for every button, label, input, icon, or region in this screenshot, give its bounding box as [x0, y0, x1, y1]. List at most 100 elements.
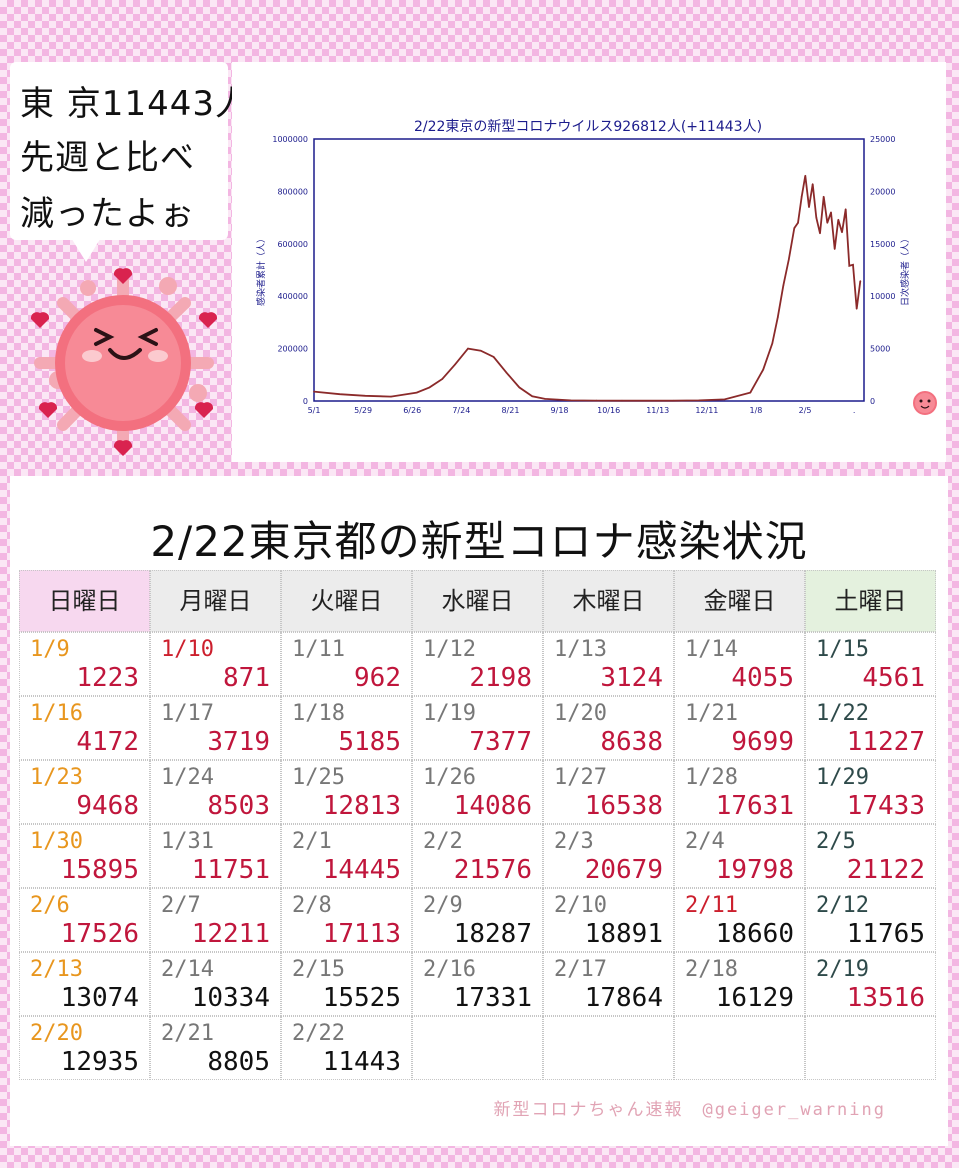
cell-count: 11765	[846, 919, 925, 949]
data-point	[804, 174, 807, 177]
cell-date: 2/22	[292, 1021, 345, 1046]
cell-count: 9468	[76, 791, 139, 821]
day-cell	[412, 1016, 543, 1080]
cell-count: 4055	[731, 663, 794, 693]
y-tick-left-label: 600000	[277, 240, 308, 249]
data-point	[698, 399, 700, 402]
data-point	[830, 211, 832, 214]
cell-date: 1/24	[161, 765, 214, 790]
day-cell: 2/12 11765	[805, 888, 936, 952]
data-point	[797, 222, 799, 224]
y-tick-left-label: 1000000	[272, 135, 308, 144]
data-point	[859, 280, 862, 282]
day-cell: 2/22 11443	[281, 1016, 412, 1080]
day-cell: 1/28 17631	[674, 760, 805, 824]
day-cell: 1/12 2198	[412, 632, 543, 696]
cell-date: 2/4	[685, 829, 725, 854]
data-point	[415, 391, 418, 394]
cell-date: 1/10	[161, 637, 214, 662]
cell-count: 7377	[469, 727, 532, 757]
y-tick-right-label: 0	[870, 397, 875, 406]
day-cell: 2/14 10334	[150, 952, 281, 1016]
cell-date: 2/3	[554, 829, 594, 854]
data-point	[826, 222, 829, 224]
data-point	[595, 399, 598, 402]
y-tick-left-label: 0	[303, 397, 308, 406]
data-point	[777, 316, 779, 318]
data-point	[808, 206, 810, 208]
cell-count: 18287	[453, 919, 532, 949]
data-point	[313, 390, 315, 393]
data-point	[557, 398, 559, 401]
day-cell: 1/20 8638	[543, 696, 674, 760]
speech-bubble: 東 京11443人 先週と比べ 減ったよぉ	[10, 62, 249, 240]
y-tick-left-label: 400000	[277, 292, 308, 301]
cell-date: 2/5	[816, 829, 856, 854]
day-cell: 2/8 17113	[281, 888, 412, 952]
y-axis-left-label: 感染者累計（人）	[255, 234, 267, 306]
cell-date: 1/17	[161, 701, 214, 726]
data-point	[480, 349, 482, 352]
day-cell: 2/5 21122	[805, 824, 936, 888]
cell-date: 2/9	[423, 893, 463, 918]
cell-count: 16538	[584, 791, 663, 821]
day-cell	[543, 1016, 674, 1080]
day-cell: 2/13 13074	[19, 952, 150, 1016]
data-point	[800, 195, 803, 198]
x-tick-label: 11/13	[646, 406, 669, 415]
day-cell: 1/29 17433	[805, 760, 936, 824]
cell-count: 17631	[715, 791, 794, 821]
cell-count: 17113	[322, 919, 401, 949]
cell-count: 15895	[60, 855, 139, 885]
y-tick-left-label: 200000	[277, 345, 308, 354]
cell-count: 1223	[76, 663, 139, 693]
y-tick-right-label: 10000	[870, 292, 895, 301]
y-axis-right: 0 5000 10000 15000 20000 25000	[870, 135, 895, 406]
data-point	[855, 307, 858, 310]
cell-date: 1/18	[292, 701, 345, 726]
header-sat: 土曜日	[805, 570, 936, 632]
data-point	[771, 342, 774, 345]
cell-date: 1/13	[554, 637, 607, 662]
cell-date: 2/7	[161, 893, 201, 918]
data-point	[364, 394, 367, 397]
cell-date: 2/12	[816, 893, 869, 918]
day-cell: 2/21 8805	[150, 1016, 281, 1080]
cell-count: 14086	[453, 791, 532, 821]
data-point	[672, 399, 675, 402]
cell-count: 3124	[600, 663, 663, 693]
cell-date: 2/13	[30, 957, 83, 982]
day-cell: 2/3 20679	[543, 824, 674, 888]
cell-date: 2/11	[685, 893, 738, 918]
cell-count: 2198	[469, 663, 532, 693]
speech-bubble-tail	[70, 236, 102, 262]
day-cell: 2/6 17526	[19, 888, 150, 952]
data-point	[793, 227, 796, 229]
day-cell: 1/24 8503	[150, 760, 281, 824]
day-cell: 1/17 3719	[150, 696, 281, 760]
data-point	[788, 258, 790, 261]
day-cell: 2/11 18660	[674, 888, 805, 952]
cell-date: 1/11	[292, 637, 345, 662]
cell-date: 2/18	[685, 957, 738, 982]
x-tick-label: 7/24	[452, 406, 470, 415]
cell-count: 15525	[322, 983, 401, 1013]
x-tick-label: 5/29	[354, 406, 372, 415]
cell-date: 1/12	[423, 637, 476, 662]
day-cell: 1/30 15895	[19, 824, 150, 888]
y-tick-left-label: 800000	[277, 187, 308, 196]
cell-count: 4172	[76, 727, 139, 757]
y-tick-right-label: 5000	[870, 345, 890, 354]
data-point	[441, 378, 444, 380]
header-thu: 木曜日	[543, 570, 674, 632]
cell-count: 17433	[846, 791, 925, 821]
day-cell: 1/25 12813	[281, 760, 412, 824]
cell-count: 11227	[846, 727, 925, 757]
data-point	[428, 386, 431, 389]
cell-count: 12813	[322, 791, 401, 821]
cell-count: 21576	[453, 855, 532, 885]
table-panel: 2/22東京都の新型コロナ感染状況 日曜日 月曜日 火曜日 水曜日 木曜日 金曜日 土曜日 1…	[10, 476, 948, 1146]
cell-count: 13074	[60, 983, 139, 1013]
cell-date: 1/28	[685, 765, 738, 790]
header-mon: 月曜日	[150, 570, 281, 632]
